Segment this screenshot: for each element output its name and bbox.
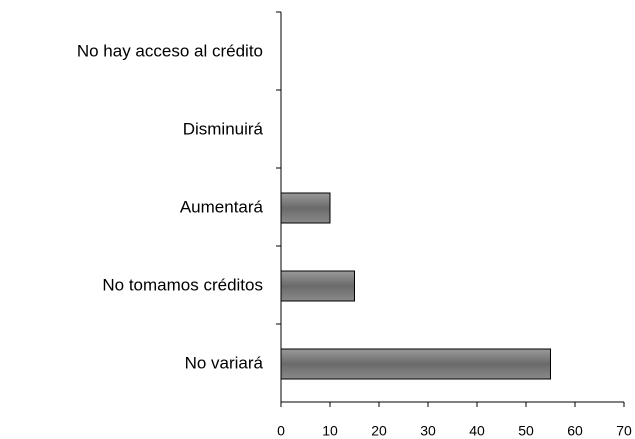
x-tick-label: 30 (420, 423, 436, 439)
y-tick-label: Aumentará (180, 197, 264, 216)
bar (280, 270, 355, 302)
x-tick-label: 60 (567, 423, 583, 439)
y-tick-label: No tomamos créditos (102, 275, 263, 294)
x-tick-label: 70 (616, 423, 632, 439)
x-tick-label: 50 (518, 423, 534, 439)
bar (280, 192, 331, 224)
y-tick-label: No variará (185, 353, 264, 372)
x-tick-label: 20 (371, 423, 387, 439)
x-tick-label: 10 (322, 423, 338, 439)
bar (280, 348, 551, 380)
y-tick-label: No hay acceso al crédito (77, 41, 263, 60)
x-tick-label: 40 (469, 423, 485, 439)
y-tick-label: Disminuirá (183, 119, 264, 138)
x-tick-label: 0 (277, 423, 285, 439)
